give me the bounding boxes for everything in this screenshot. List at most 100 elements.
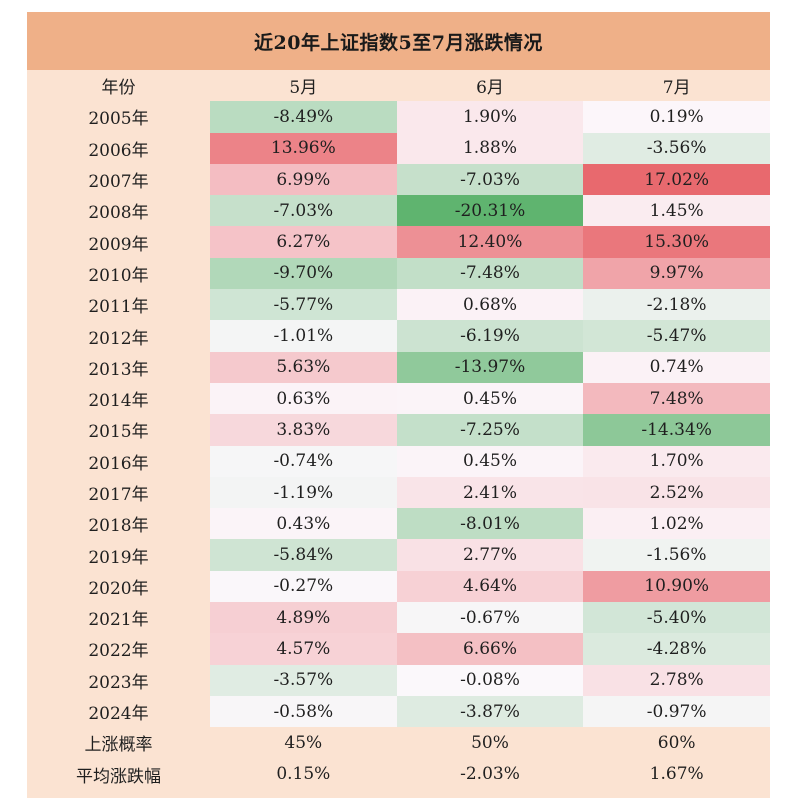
value-cell-may: 4.57% <box>209 633 397 665</box>
year-cell: 2019年 <box>88 547 149 568</box>
table-row: 2006年 13.96% 1.88% -3.56% <box>27 132 770 164</box>
table-row: 2020年 -0.27% 4.64% 10.90% <box>27 570 770 603</box>
year-cell: 2020年 <box>88 578 149 599</box>
value-cell-july: 1.45% <box>583 195 770 227</box>
value-cell-june: -7.25% <box>396 414 584 446</box>
year-cell: 2007年 <box>88 172 149 193</box>
value-cell-june: 4.64% <box>396 570 584 603</box>
value-cell-may: -0.27% <box>209 570 397 603</box>
table-grid: 年份 5月 6月 7月 2005年 -8.49% 1.90% 0.19% 2006年 13… <box>27 70 770 790</box>
value-cell-may: 13.96% <box>209 132 397 164</box>
value-cell-july: -14.34% <box>583 414 770 446</box>
header-row: 年份 5月 6月 7月 <box>27 70 770 101</box>
year-cell: 2005年 <box>88 109 149 130</box>
table-row: 2016年 -0.74% 0.45% 1.70% <box>27 445 770 477</box>
value-cell-july: -1.56% <box>583 539 770 571</box>
value-cell-june: -6.19% <box>396 320 584 352</box>
value-cell-july: 1.02% <box>583 508 770 540</box>
value-cell-june: 2.77% <box>396 539 584 571</box>
year-cell: 2011年 <box>88 297 149 318</box>
value-cell-july: 0.19% <box>583 101 770 133</box>
value-cell-may: -5.77% <box>209 289 397 321</box>
value-cell-june: -13.97% <box>396 351 584 383</box>
value-cell-july: 17.02% <box>583 163 770 196</box>
summary-value-may: 0.15% <box>276 764 331 785</box>
value-cell-may: -3.57% <box>209 664 397 696</box>
table-row: 2005年 -8.49% 1.90% 0.19% <box>27 101 770 133</box>
value-cell-june: 0.45% <box>396 382 584 415</box>
value-cell-may: -8.49% <box>209 101 397 133</box>
value-cell-june: -8.01% <box>396 508 584 540</box>
table-body: 2005年 -8.49% 1.90% 0.19% 2006年 13.96% 1.88% -3.… <box>27 101 770 728</box>
year-cell: 2014年 <box>88 391 149 412</box>
value-cell-may: -9.70% <box>209 257 397 290</box>
data-table: 近20年上证指数5至7月涨跌情况 年份 5月 6月 7月 2005年 -8.49%… <box>27 12 770 798</box>
value-cell-may: 0.43% <box>209 508 397 540</box>
value-cell-june: -0.67% <box>396 602 584 634</box>
year-cell: 2018年 <box>88 516 149 537</box>
value-cell-may: -0.58% <box>209 695 397 728</box>
header-year: 年份 <box>101 78 136 99</box>
value-cell-may: -1.19% <box>209 476 397 509</box>
table-row: 2012年 -1.01% -6.19% -5.47% <box>27 320 770 352</box>
table-summary: 上涨概率 45% 50% 60% 平均涨跌幅 0.15% -2.03% 1.67% <box>27 727 770 790</box>
year-cell: 2016年 <box>88 453 149 474</box>
value-cell-june: -3.87% <box>396 695 584 728</box>
value-cell-june: 6.66% <box>396 633 584 665</box>
summary-row: 上涨概率 45% 50% 60% <box>27 727 770 758</box>
table-row: 2008年 -7.03% -20.31% 1.45% <box>27 195 770 227</box>
value-cell-july: 9.97% <box>583 257 770 290</box>
table-row: 2010年 -9.70% -7.48% 9.97% <box>27 257 770 290</box>
year-cell: 2015年 <box>88 422 149 443</box>
value-cell-july: 2.52% <box>583 476 770 509</box>
year-cell: 2006年 <box>88 140 149 161</box>
table-row: 2007年 6.99% -7.03% 17.02% <box>27 163 770 196</box>
summary-value-july: 1.67% <box>649 764 704 785</box>
summary-label: 上涨概率 <box>84 735 153 756</box>
header-may: 5月 <box>289 78 318 99</box>
value-cell-july: 1.70% <box>583 445 770 477</box>
table-row: 2013年 5.63% -13.97% 0.74% <box>27 351 770 383</box>
value-cell-may: -0.74% <box>209 445 397 477</box>
value-cell-may: 5.63% <box>209 351 397 383</box>
year-cell: 2010年 <box>88 265 149 286</box>
value-cell-july: 0.74% <box>583 351 770 383</box>
value-cell-may: 4.89% <box>209 602 397 634</box>
value-cell-may: 3.83% <box>209 414 397 446</box>
value-cell-june: -20.31% <box>396 195 584 227</box>
value-cell-june: -7.48% <box>396 257 584 290</box>
table-row: 2009年 6.27% 12.40% 15.30% <box>27 226 770 258</box>
table-row: 2011年 -5.77% 0.68% -2.18% <box>27 289 770 321</box>
summary-label: 平均涨跌幅 <box>75 766 161 787</box>
year-cell: 2021年 <box>88 610 149 631</box>
header-june: 6月 <box>476 78 504 99</box>
year-cell: 2008年 <box>88 203 149 224</box>
value-cell-july: 10.90% <box>583 570 770 603</box>
value-cell-may: -5.84% <box>209 539 397 571</box>
summary-row: 平均涨跌幅 0.15% -2.03% 1.67% <box>27 759 770 790</box>
value-cell-july: 15.30% <box>583 226 770 258</box>
summary-value-june: -2.03% <box>460 764 520 785</box>
value-cell-july: -0.97% <box>583 695 770 728</box>
table-row: 2019年 -5.84% 2.77% -1.56% <box>27 539 770 571</box>
year-cell: 2022年 <box>88 641 149 662</box>
value-cell-june: -0.08% <box>396 664 584 696</box>
table-row: 2023年 -3.57% -0.08% 2.78% <box>27 664 770 696</box>
year-cell: 2024年 <box>88 704 149 725</box>
year-cell: 2023年 <box>88 672 149 693</box>
table-row: 2018年 0.43% -8.01% 1.02% <box>27 508 770 540</box>
value-cell-may: -1.01% <box>209 320 397 352</box>
table-row: 2017年 -1.19% 2.41% 2.52% <box>27 476 770 509</box>
value-cell-may: 0.63% <box>209 382 397 415</box>
header-july: 7月 <box>662 78 691 99</box>
value-cell-june: 1.88% <box>396 132 584 164</box>
value-cell-july: -5.47% <box>583 320 770 352</box>
value-cell-june: 12.40% <box>396 226 584 258</box>
table-title: 近20年上证指数5至7月涨跌情况 <box>27 12 770 70</box>
value-cell-may: -7.03% <box>209 195 397 227</box>
value-cell-june: 0.45% <box>396 445 584 477</box>
table-row: 2021年 4.89% -0.67% -5.40% <box>27 602 770 634</box>
value-cell-june: 1.90% <box>396 101 584 133</box>
year-cell: 2017年 <box>88 485 149 505</box>
summary-value-may: 45% <box>284 732 323 753</box>
